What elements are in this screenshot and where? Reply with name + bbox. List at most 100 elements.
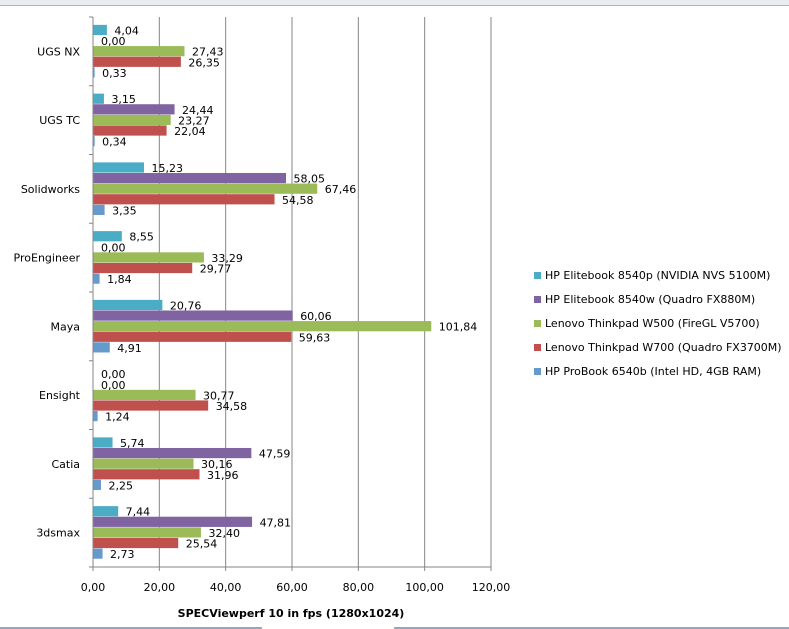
value-labels: 4,040,0027,4326,350,333,1524,4423,2722,0… — [101, 24, 477, 561]
data-label: 58,05 — [294, 173, 326, 186]
data-label: 7,44 — [126, 506, 150, 519]
data-label: 1,24 — [105, 411, 130, 424]
data-label: 0,00 — [101, 35, 126, 48]
bar — [93, 262, 193, 274]
frame-border — [394, 627, 789, 629]
bar — [93, 46, 185, 57]
bar — [93, 331, 292, 342]
data-label: 25,54 — [186, 538, 218, 551]
data-label: 54,58 — [282, 194, 314, 207]
legend-label: HP Elitebook 8540w (Quadro FX880M) — [545, 292, 756, 306]
data-label: 0,00 — [101, 368, 126, 381]
bar — [93, 548, 103, 559]
legend-swatch — [534, 319, 541, 327]
data-label: 60,06 — [300, 310, 332, 323]
bar — [93, 469, 200, 480]
data-label: 3,15 — [111, 93, 136, 106]
data-label: 32,40 — [208, 527, 240, 540]
data-label: 29,77 — [200, 263, 232, 276]
category-label: Ensight — [39, 389, 81, 402]
frame-border — [0, 627, 262, 629]
bar — [93, 400, 209, 411]
data-label: 59,63 — [299, 331, 331, 344]
bar — [93, 506, 119, 517]
category-label: 3dsmax — [36, 527, 80, 540]
x-axis-title: SPECViewperf 10 in fps (1280x1024) — [178, 607, 405, 620]
bar — [93, 162, 145, 173]
data-label: 30,77 — [203, 389, 235, 402]
bar — [93, 104, 175, 115]
bar — [93, 447, 252, 459]
bar — [93, 299, 163, 311]
x-tick-label: 100,00 — [405, 581, 444, 594]
bar — [93, 204, 105, 215]
data-label: 26,35 — [188, 56, 220, 69]
bar — [93, 310, 293, 321]
bar — [93, 136, 95, 147]
bar — [93, 125, 167, 136]
data-label: 30,16 — [201, 458, 233, 471]
bar — [93, 411, 98, 422]
bar — [93, 252, 204, 263]
category-label: ProEngineer — [14, 252, 81, 265]
data-label: 0,33 — [102, 67, 127, 80]
bar — [93, 321, 432, 332]
bar — [93, 537, 179, 549]
bar — [93, 93, 104, 104]
data-label: 47,81 — [260, 516, 292, 529]
bar — [93, 389, 196, 401]
bar — [93, 458, 194, 469]
category-labels: UGS NX UGS TC Solidworks ProEngineer Maya Ens… — [14, 45, 81, 539]
data-label: 1,84 — [107, 273, 131, 286]
legend: HP Elitebook 8540p (NVIDIA NVS 5100M) HP … — [534, 263, 782, 383]
data-label: 24,44 — [182, 104, 214, 117]
legend-swatch — [534, 271, 541, 279]
data-label: 0,00 — [101, 379, 126, 392]
spreadsheet-row-strip — [0, 0, 789, 6]
data-label: 2,73 — [110, 548, 135, 561]
data-label: 15,23 — [152, 162, 184, 175]
bar — [93, 24, 107, 36]
data-label: 3,35 — [112, 204, 137, 217]
data-label: 20,76 — [170, 299, 202, 312]
category-label: UGS TC — [39, 114, 80, 127]
bar — [93, 67, 95, 78]
bar — [93, 231, 122, 242]
data-label: 22,04 — [174, 125, 206, 138]
legend-item: Lenovo Thinkpad W700 (Quadro FX3700M) — [534, 335, 782, 359]
x-tick-label: 120,00 — [472, 581, 511, 594]
category-label: UGS NX — [37, 45, 80, 58]
data-label: 5,74 — [120, 437, 144, 450]
x-tick-label: 20,00 — [144, 581, 176, 594]
legend-item: HP ProBook 6540b (Intel HD, 4GB RAM) — [534, 359, 782, 383]
bar — [93, 479, 101, 490]
data-label: 0,34 — [102, 136, 127, 149]
x-tick-label: 0,00 — [81, 581, 106, 594]
x-tick-labels: 0,00 20,00 40,00 60,00 80,00 100,00 120,00 — [81, 581, 511, 594]
bar — [93, 183, 318, 194]
legend-label: Lenovo Thinkpad W500 (FireGL V5700) — [545, 316, 760, 330]
bar — [93, 342, 110, 353]
x-tick-label: 80,00 — [343, 581, 375, 594]
bar — [93, 516, 253, 527]
data-label: 4,91 — [117, 342, 142, 355]
bar — [93, 172, 287, 184]
data-label: 27,43 — [192, 46, 224, 59]
bars — [93, 24, 432, 559]
data-label: 67,46 — [325, 183, 357, 196]
data-label: 47,59 — [259, 448, 291, 461]
category-label: Maya — [51, 320, 80, 333]
data-label: 101,84 — [439, 321, 478, 334]
data-label: 34,58 — [216, 400, 248, 413]
data-label: 33,29 — [211, 252, 243, 265]
bar — [93, 527, 201, 538]
bar — [93, 273, 100, 284]
bar — [93, 437, 113, 448]
data-label: 2,25 — [108, 479, 132, 492]
legend-swatch — [534, 295, 541, 303]
legend-label: Lenovo Thinkpad W700 (Quadro FX3700M) — [545, 340, 782, 354]
bar — [93, 56, 181, 67]
axes — [89, 16, 492, 571]
legend-item: HP Elitebook 8540p (NVIDIA NVS 5100M) — [534, 263, 782, 287]
